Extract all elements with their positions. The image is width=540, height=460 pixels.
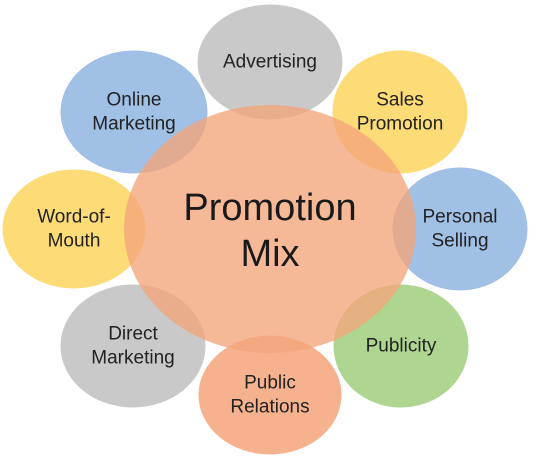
public-relations-label-line-2: Relations [230,397,309,418]
sales-promotion-label-line-1: Sales [376,90,424,111]
personal-selling-label-line-2: Selling [431,231,488,252]
promotion-mix-label-line-1: Promotion [183,187,356,229]
promotion-mix-center-circle [124,105,416,353]
publicity-label-line-1: Publicity [366,336,437,357]
online-marketing-label-line-2: Marketing [92,114,175,135]
satellite-circles [1,3,529,456]
word-of-mouth-label-line-1: Word-of- [37,207,111,228]
online-marketing-label-line-1: Online [107,90,162,111]
direct-marketing-label-line-1: Direct [108,324,158,345]
labels: Advertising Sales Promotion Personal Selling… [37,52,497,418]
public-relations-label-line-1: Public [244,373,296,394]
center-circle-group [124,105,416,353]
sales-promotion-label-line-2: Promotion [357,114,444,135]
direct-marketing-label-line-2: Marketing [91,348,174,369]
personal-selling-label-line-1: Personal [423,207,498,228]
promotion-mix-label-line-2: Mix [240,233,299,275]
advertising-label-line-1: Advertising [223,52,317,73]
word-of-mouth-label-line-2: Mouth [48,231,101,252]
